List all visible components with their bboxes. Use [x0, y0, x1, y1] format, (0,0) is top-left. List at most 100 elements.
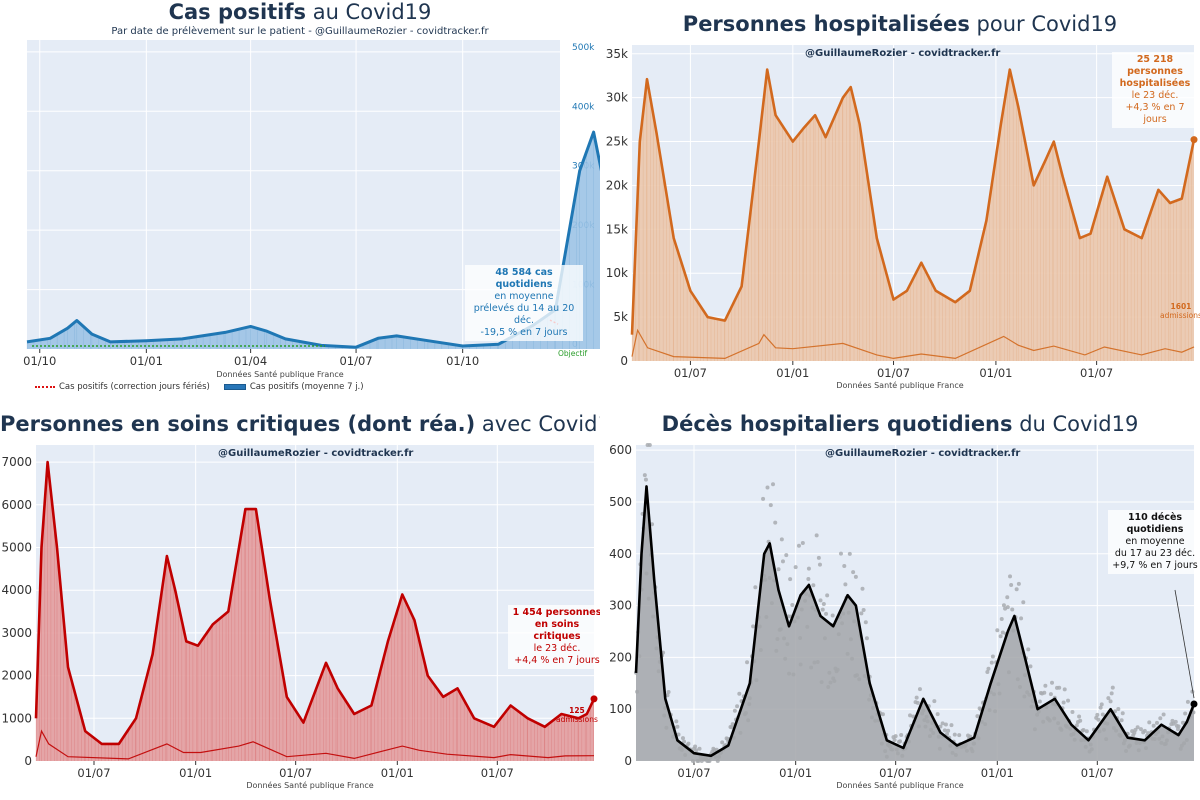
data-point-daily — [1070, 709, 1075, 714]
data-point-daily — [932, 699, 937, 704]
data-point-daily — [935, 712, 940, 717]
annotation-hosp: 25 218 personnes hospitalisées le 23 déc… — [1112, 52, 1198, 128]
data-point-daily — [1109, 691, 1114, 696]
data-point-daily — [1176, 724, 1181, 729]
x-tick-label: 01/07 — [1081, 766, 1114, 780]
data-point-daily — [842, 564, 847, 569]
data-point-daily — [1010, 607, 1015, 612]
y-tick-label: 20k — [606, 178, 628, 192]
y-tick-label: 35k — [606, 47, 628, 61]
annotation-deaths: 110 décès quotidiens en moyenne du 17 au… — [1108, 510, 1200, 574]
data-point-daily — [908, 713, 913, 718]
data-point-daily — [892, 738, 897, 743]
data-point-daily — [1026, 647, 1031, 652]
data-point-daily — [1098, 705, 1103, 710]
data-point-daily — [784, 553, 789, 558]
data-point-daily — [697, 746, 702, 751]
y-tick-label: 300 — [609, 599, 632, 613]
data-point-daily — [686, 741, 691, 746]
data-point-daily — [735, 704, 740, 709]
y-tick-label: 7000 — [1, 455, 32, 469]
series-end-marker — [1190, 700, 1198, 708]
data-point-daily — [811, 583, 816, 588]
series-line-admissions — [35, 729, 595, 760]
data-point-daily — [998, 634, 1003, 639]
data-point-daily — [1108, 699, 1113, 704]
x-tick-label: 01/10 — [23, 354, 56, 368]
data-point-daily — [985, 669, 990, 674]
data-point-daily — [1021, 600, 1026, 605]
y-tick-label: 600 — [609, 443, 632, 457]
data-point-daily — [1000, 630, 1005, 635]
x-tick-label: 01/07 — [879, 766, 912, 780]
x-tick-label: 01/07 — [877, 366, 910, 380]
data-point-daily — [768, 503, 773, 508]
data-point-daily — [730, 722, 735, 727]
series-end-marker — [590, 695, 598, 703]
data-point-daily — [1062, 687, 1067, 692]
data-point-daily — [788, 577, 793, 582]
data-point-daily — [814, 533, 819, 538]
data-point-daily — [859, 611, 864, 616]
series-line-hosp — [630, 68, 1196, 335]
legend-cases: Cas positifs (correction jours fériés) C… — [35, 382, 364, 392]
x-tick-label: 01/07 — [279, 766, 312, 780]
data-point-daily — [790, 602, 795, 607]
data-point-daily — [680, 736, 685, 741]
y-tick-label: 15k — [606, 222, 628, 236]
data-point-daily — [1057, 685, 1062, 690]
panel-hosp: Personnes hospitalisées pour Covid19 0 5k… — [600, 0, 1200, 400]
data-point-daily — [899, 733, 904, 738]
chart-title-deaths: Décès hospitaliers quotidiens du Covid19 — [661, 412, 1139, 436]
data-point-daily — [945, 732, 950, 737]
y-tick-label: 0 — [24, 754, 32, 768]
x-tick-label: 01/04 — [234, 354, 267, 368]
chart-icu: 0 1000 2000 3000 4000 5000 6000 7000 01/07 01/01 0… — [1, 445, 598, 780]
x-tick-label: 01/07 — [674, 366, 707, 380]
chart-hosp: 0 5k 10k 15k 20k 25k 30k 35k 01/07 01/01 01/07 01/0… — [606, 45, 1198, 380]
data-point-daily — [915, 700, 920, 705]
y-tick-label: 5000 — [1, 540, 32, 554]
chart-title-icu: Personnes en soins critiques (dont réa.)… — [0, 412, 600, 436]
data-point-daily — [949, 723, 954, 728]
data-point-daily — [1014, 587, 1019, 592]
data-point-daily — [1074, 723, 1079, 728]
x-tick-label: 01/10 — [446, 354, 479, 368]
y-tick-label: 25k — [606, 135, 628, 149]
y-tick-label: 500k — [572, 43, 595, 53]
data-point-daily — [793, 565, 798, 570]
data-point-daily — [751, 624, 756, 629]
data-point-daily — [1100, 712, 1105, 717]
data-point-daily — [986, 666, 991, 671]
data-point-daily — [995, 628, 1000, 633]
data-point-daily — [806, 577, 811, 582]
data-point-daily — [1135, 725, 1140, 730]
series-line-admissions — [631, 328, 1195, 360]
data-point-daily — [796, 543, 801, 548]
x-tick-label: 01/01 — [179, 766, 212, 780]
data-point-daily — [1133, 727, 1138, 732]
data-point-daily — [1043, 683, 1048, 688]
data-point-daily — [1147, 720, 1152, 725]
data-point-daily — [1185, 699, 1190, 704]
data-point-daily — [1161, 712, 1166, 717]
data-point-daily — [1050, 680, 1055, 685]
data-point-daily — [861, 607, 866, 612]
panel-icu: Personnes en soins critiques (dont réa.)… — [0, 400, 600, 800]
legend-swatch-average — [223, 384, 246, 390]
data-point-daily — [914, 695, 919, 700]
chart-title-cases: Cas positifs au Covid19 — [168, 0, 432, 24]
legend-item-correction: Cas positifs (correction jours fériés) — [35, 382, 210, 392]
data-point-daily — [1061, 700, 1066, 705]
data-point-daily — [1173, 719, 1178, 724]
y-tick-label: 200 — [609, 650, 632, 664]
data-point-daily — [880, 712, 885, 717]
data-point-daily — [682, 739, 687, 744]
y-tick-label: 30k — [606, 91, 628, 105]
x-tick-label: 01/01 — [981, 766, 1014, 780]
admissions-label-icu: 125 admissions — [556, 706, 598, 724]
data-point-daily — [1081, 728, 1086, 733]
chart-source-icu: Données Santé publique France — [246, 781, 374, 790]
data-point-daily — [1096, 717, 1101, 722]
admissions-label-hosp: 1601 admissions — [1160, 302, 1200, 320]
